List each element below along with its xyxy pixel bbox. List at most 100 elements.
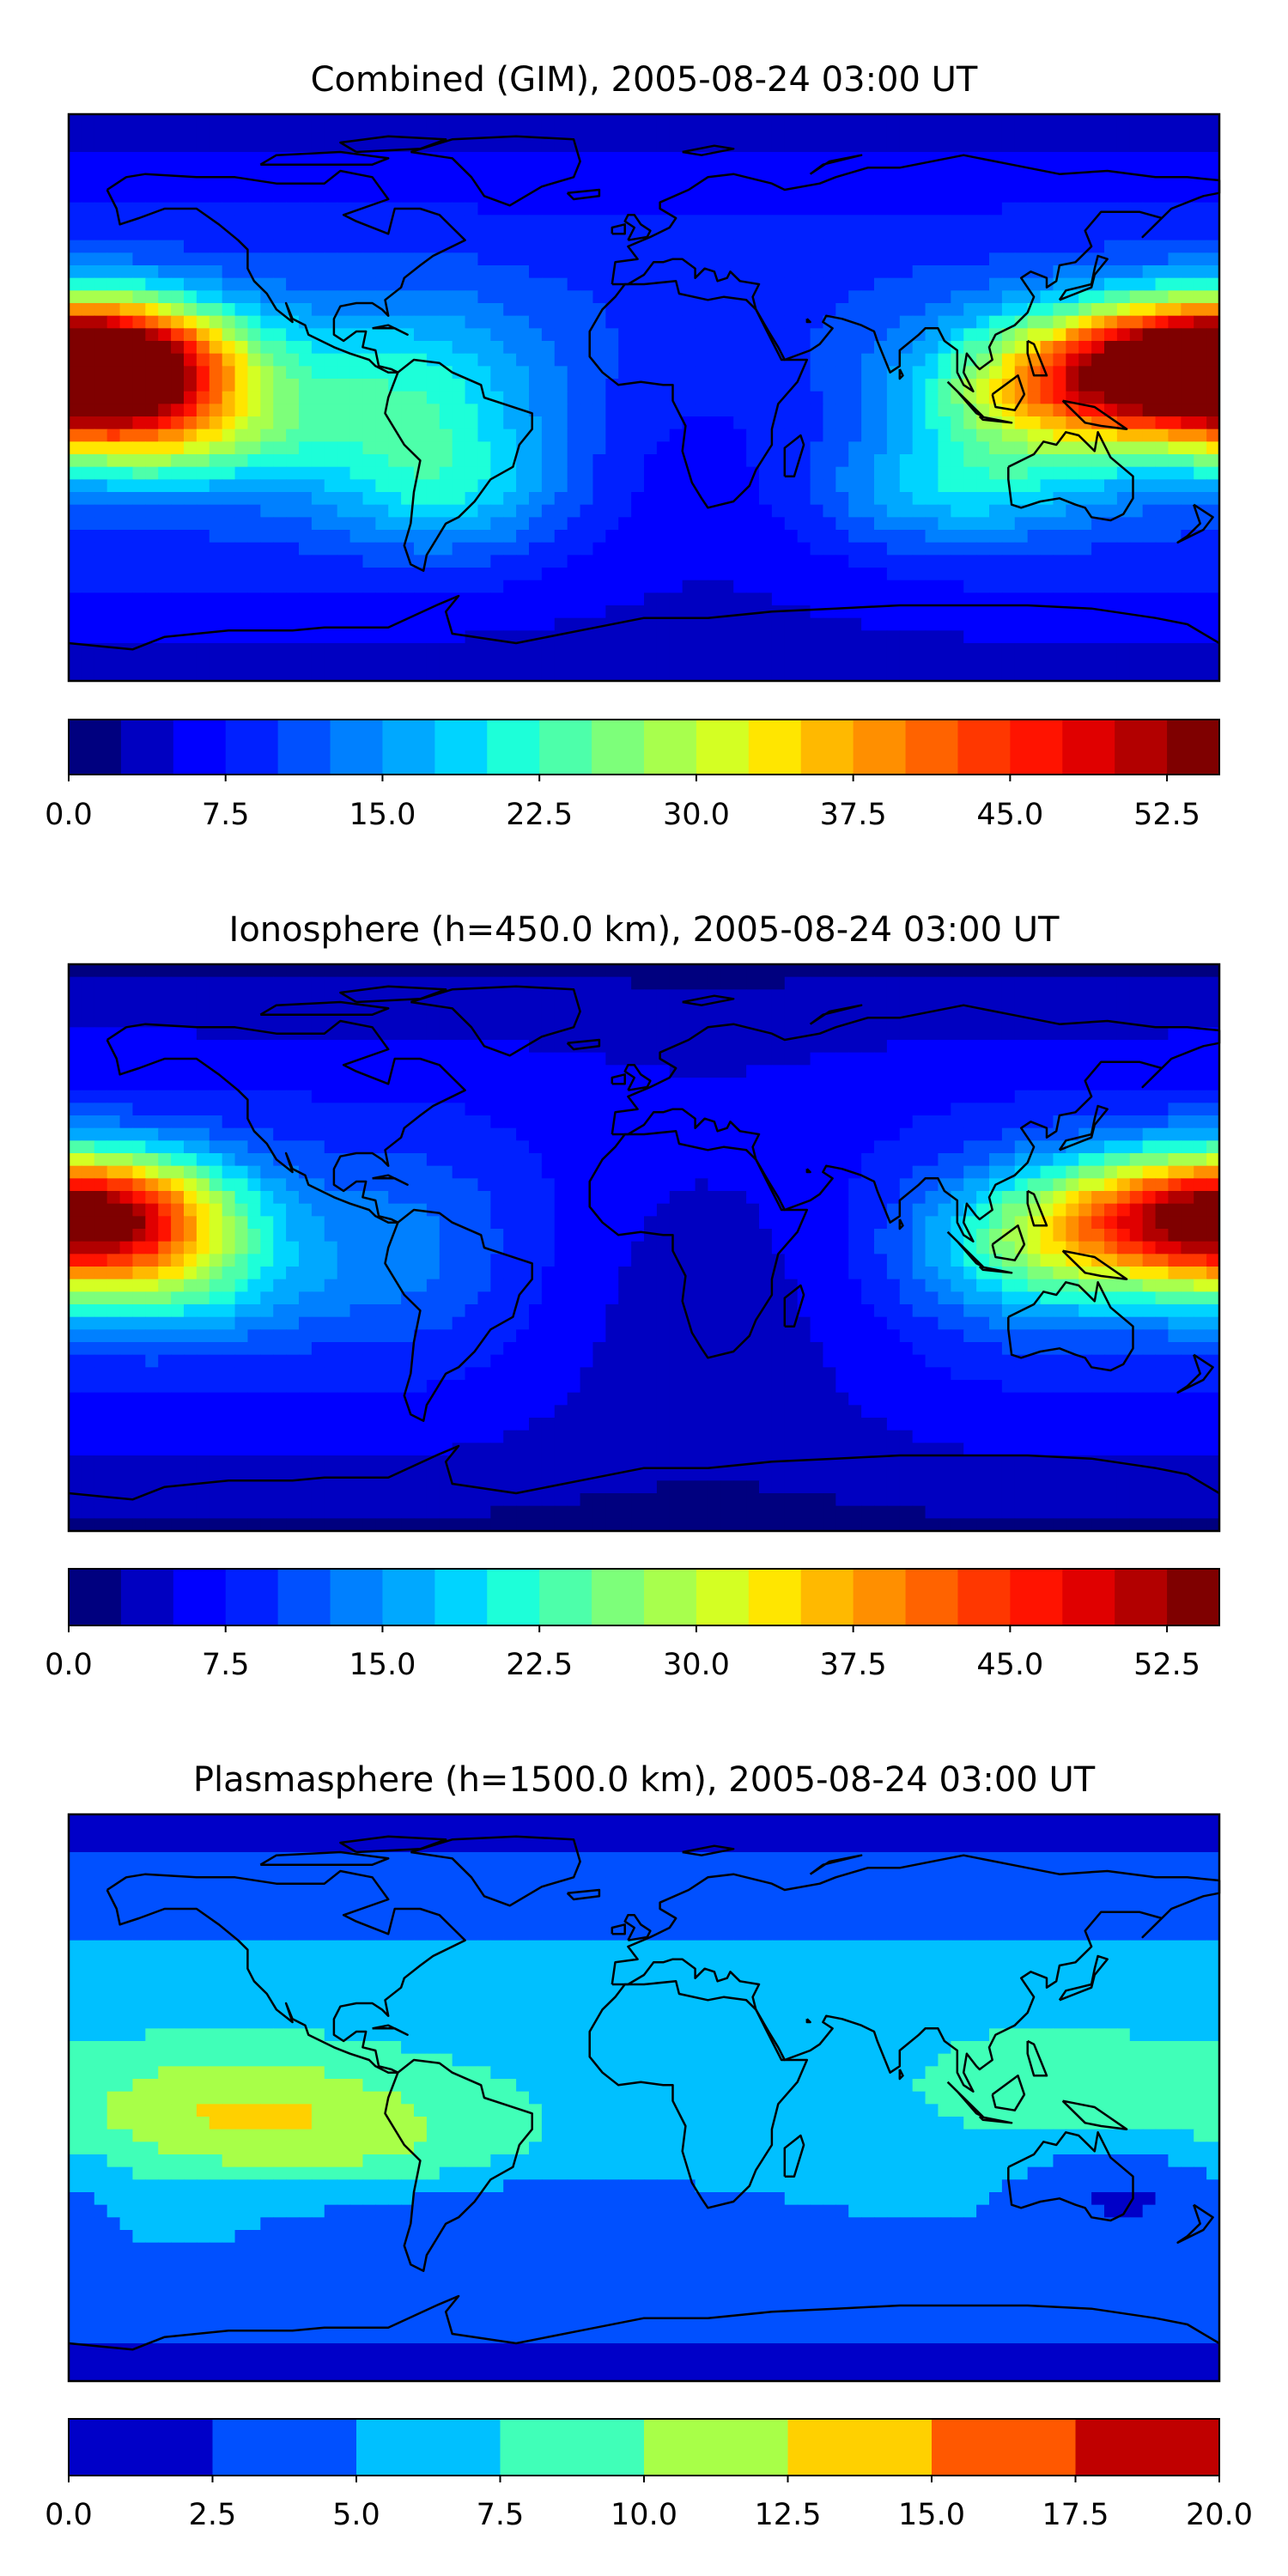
heatmap-cell [299,290,313,304]
heatmap-cell [1091,643,1105,657]
heatmap-cell [656,328,671,342]
heatmap-cell [452,353,466,367]
heatmap-cell [759,379,773,392]
heatmap-cell [337,555,351,568]
heatmap-cell [516,303,530,317]
heatmap-cell [746,989,760,1003]
heatmap-cell [1194,989,1207,1003]
heatmap-cell [567,441,581,455]
heatmap-cell [273,190,287,204]
heatmap-cell [1181,1052,1194,1066]
heatmap-cell [899,1027,914,1041]
heatmap-cell [477,630,491,644]
heatmap-cell [1155,404,1170,417]
heatmap-cell [541,1002,556,1016]
heatmap-cell [94,1040,108,1054]
heatmap-cell [1066,989,1079,1003]
heatmap-cell [132,555,146,568]
heatmap-cell [1142,328,1157,342]
heatmap-cell [541,976,556,990]
heatmap-cell [439,341,453,355]
heatmap-cell [656,580,671,593]
heatmap-cell [861,177,875,191]
heatmap-cell [554,202,568,216]
heatmap-cell [145,466,159,480]
heatmap-cell [1194,964,1207,978]
heatmap-cell [951,630,964,644]
heatmap-cell [158,303,172,317]
heatmap-cell [375,542,389,556]
heatmap-cell [234,240,249,253]
heatmap-cell [835,592,849,606]
heatmap-cell [337,428,351,442]
heatmap-cell [886,353,901,367]
heatmap-cell [554,617,568,631]
heatmap-cell [733,215,747,228]
heatmap-cell [669,1065,683,1078]
heatmap-cell [69,643,82,657]
heatmap-cell [912,404,927,417]
heatmap-cell [733,976,747,990]
heatmap-cell [1181,555,1194,568]
heatmap-cell [69,404,82,417]
heatmap-cell [426,517,440,531]
heatmap-cell [541,215,556,228]
heatmap-cell [1181,630,1194,644]
heatmap-cell [171,976,185,990]
heatmap-cell [951,605,964,619]
heatmap-cell [477,989,491,1003]
heatmap-cell [823,190,836,204]
heatmap-cell [260,1014,274,1028]
heatmap-cell [1142,1002,1157,1016]
heatmap-cell [388,328,402,342]
heatmap-cell [963,139,977,153]
heatmap-cell [1129,454,1144,468]
heatmap-cell [184,139,197,153]
heatmap-cell [925,668,939,682]
heatmap-cell [439,164,453,178]
heatmap-cell [1104,580,1118,593]
heatmap-cell [1027,391,1042,404]
heatmap-cell [132,252,146,266]
heatmap-cell [1014,202,1029,216]
colorbar-swatch [487,720,540,775]
heatmap-cell [311,1040,325,1054]
heatmap-cell [132,277,146,291]
heatmap-cell [784,1065,799,1078]
heatmap-cell [1129,190,1144,204]
heatmap-cell [132,668,146,682]
heatmap-cell [669,265,683,279]
heatmap-cell [184,428,197,442]
heatmap-cell [874,404,888,417]
heatmap-cell [299,1040,313,1054]
heatmap-cell [401,366,415,380]
heatmap-cell [695,177,709,191]
heatmap-cell [771,290,786,304]
heatmap-cell [823,265,836,279]
heatmap-cell [158,1065,172,1078]
heatmap-cell [1001,114,1016,128]
heatmap-cell [1027,202,1042,216]
heatmap-cell [196,1040,210,1054]
heatmap-cell [1066,341,1079,355]
heatmap-cell [286,1052,300,1066]
heatmap-cell [1116,605,1131,619]
heatmap-cell [337,1027,351,1041]
heatmap-cell [989,114,1003,128]
heatmap-cell [912,190,927,204]
heatmap-cell [682,1002,696,1016]
heatmap-cell [375,366,389,380]
heatmap-cell [439,228,453,241]
heatmap-cell [375,391,389,404]
heatmap-cell [835,416,849,430]
heatmap-cell [886,1002,901,1016]
heatmap-cell [592,555,606,568]
heatmap-cell [69,416,82,430]
heatmap-cell [823,353,836,367]
heatmap-cell [1116,555,1131,568]
heatmap-cell [695,139,709,153]
heatmap-cell [899,265,914,279]
heatmap-cell [171,416,185,430]
heatmap-cell [299,964,313,978]
heatmap-cell [644,164,658,178]
